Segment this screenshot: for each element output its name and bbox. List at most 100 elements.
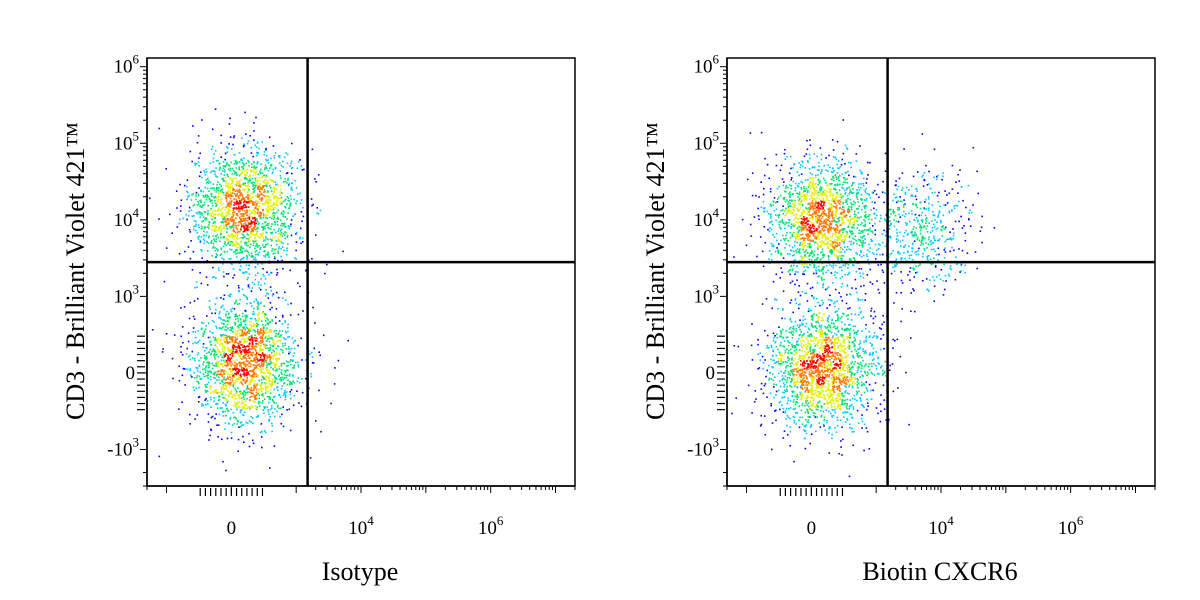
- event-dot: [280, 255, 282, 258]
- event-dot: [837, 307, 840, 310]
- event-dot: [233, 219, 235, 222]
- event-dot: [263, 195, 266, 197]
- event-dot: [747, 384, 750, 387]
- event-dot: [226, 250, 228, 253]
- event-dot: [828, 452, 831, 454]
- event-dot: [235, 184, 238, 187]
- event-dot: [893, 225, 896, 228]
- event-dot: [244, 222, 247, 224]
- event-dot: [275, 332, 277, 335]
- event-dot: [181, 354, 184, 356]
- event-dot: [240, 334, 242, 337]
- event-dot: [234, 383, 236, 385]
- event-dot: [231, 148, 233, 150]
- event-dot: [929, 279, 931, 281]
- event-dot: [243, 345, 245, 347]
- event-dot: [234, 361, 236, 364]
- event-dot: [220, 336, 223, 338]
- event-dot: [190, 240, 192, 242]
- event-dot: [255, 337, 257, 339]
- event-dot: [221, 188, 224, 190]
- event-dot: [815, 430, 817, 433]
- event-dot: [220, 224, 222, 227]
- event-dot: [255, 356, 257, 359]
- event-dot: [242, 247, 244, 250]
- event-dot: [192, 327, 195, 329]
- event-dot: [834, 156, 837, 159]
- event-dot: [939, 205, 941, 208]
- event-dot: [949, 265, 952, 267]
- event-dot: [241, 338, 243, 341]
- event-dot: [232, 189, 234, 191]
- event-dot: [855, 270, 858, 273]
- event-dot: [264, 406, 266, 408]
- event-dot: [795, 302, 797, 305]
- event-dot: [246, 352, 248, 354]
- event-dot: [241, 250, 244, 253]
- event-dot: [850, 243, 852, 246]
- event-dot: [241, 215, 243, 217]
- event-dot: [220, 386, 223, 388]
- event-dot: [305, 269, 307, 271]
- event-dot: [945, 280, 947, 282]
- event-dot: [197, 396, 200, 399]
- event-dot: [271, 231, 273, 234]
- event-dot: [263, 189, 266, 191]
- event-dot: [851, 427, 853, 429]
- event-dot: [824, 429, 827, 432]
- event-dot: [230, 431, 233, 434]
- event-dot: [865, 199, 867, 202]
- event-dot: [273, 343, 275, 345]
- event-dot: [267, 297, 270, 299]
- event-dot: [221, 334, 224, 337]
- event-dot: [245, 315, 248, 318]
- event-dot: [257, 209, 259, 211]
- event-dot: [219, 192, 222, 194]
- event-dot: [211, 224, 214, 227]
- event-dot: [874, 382, 877, 384]
- event-dot: [238, 197, 240, 199]
- event-dot: [262, 323, 264, 326]
- event-dot: [246, 185, 248, 187]
- event-dot: [801, 290, 804, 293]
- event-dot: [255, 366, 258, 369]
- event-dot: [287, 225, 290, 227]
- event-dot: [222, 386, 225, 389]
- event-dot: [268, 376, 271, 379]
- event-dot: [213, 276, 216, 278]
- event-dot: [258, 394, 261, 397]
- event-dot: [241, 400, 243, 403]
- event-dot: [938, 191, 940, 194]
- event-dot: [256, 232, 258, 235]
- event-dot: [191, 269, 194, 271]
- event-dot: [250, 305, 253, 307]
- event-dot: [892, 390, 895, 393]
- event-dot: [244, 199, 246, 201]
- event-dot: [903, 246, 905, 248]
- event-dot: [816, 169, 819, 171]
- event-dot: [233, 346, 235, 349]
- event-dot: [230, 161, 232, 164]
- event-dot: [267, 169, 270, 172]
- event-dot: [195, 195, 197, 197]
- event-dot: [277, 248, 280, 250]
- event-dot: [268, 418, 270, 421]
- event-dot: [270, 190, 273, 192]
- event-dot: [762, 362, 765, 364]
- event-dot: [227, 238, 230, 241]
- event-dot: [769, 188, 772, 190]
- event-dot: [845, 386, 847, 388]
- y-axis-title: CD3 - Brilliant Violet 421™: [641, 122, 670, 420]
- event-dot: [279, 234, 282, 237]
- event-dot: [230, 233, 232, 235]
- event-dot: [884, 245, 887, 248]
- event-dot: [218, 370, 220, 372]
- event-dot: [241, 207, 244, 209]
- event-dot: [859, 272, 861, 275]
- event-dot: [857, 297, 859, 300]
- event-dot: [259, 359, 261, 361]
- event-dot: [264, 386, 267, 388]
- event-dot: [233, 302, 236, 305]
- event-dot: [254, 359, 256, 362]
- event-dot: [198, 365, 201, 368]
